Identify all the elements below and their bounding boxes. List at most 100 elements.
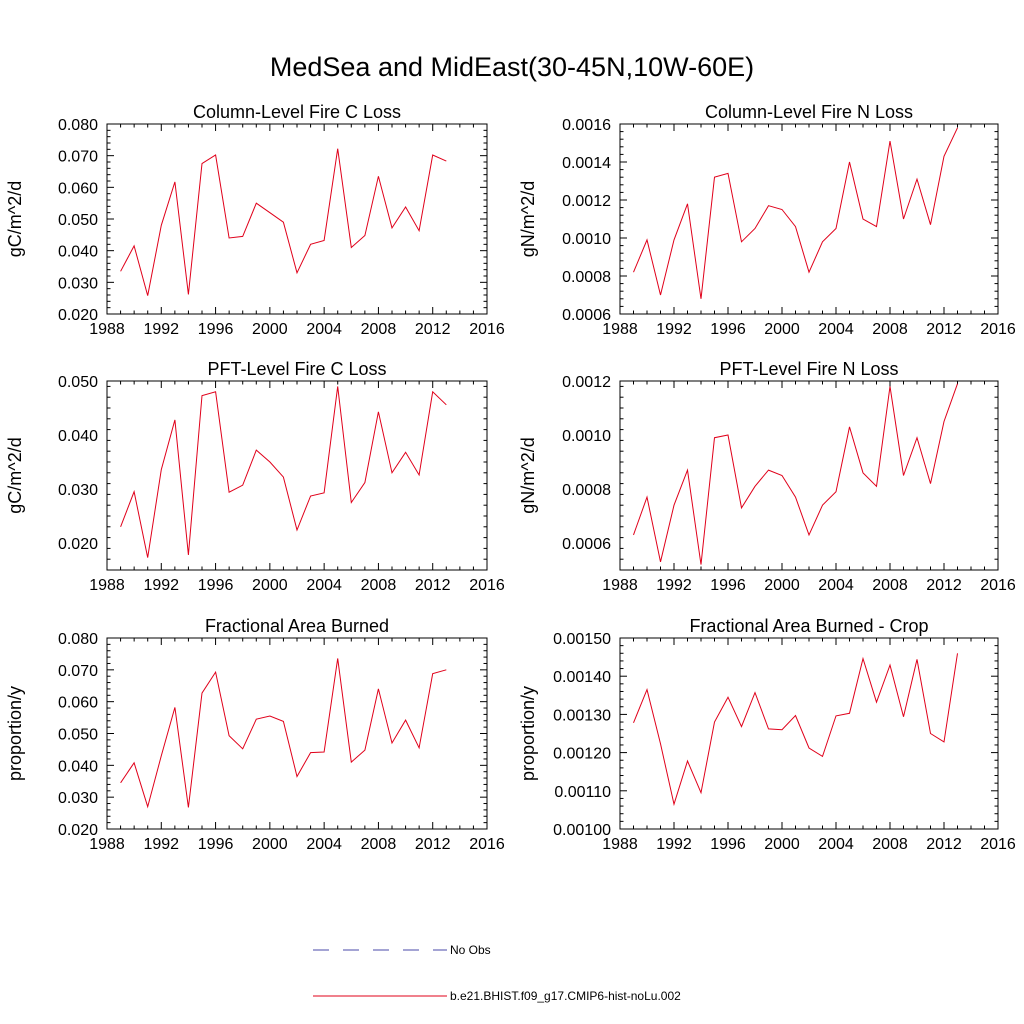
x-tick-label: 2008 (872, 321, 908, 338)
y-tick-label: 0.020 (58, 307, 98, 324)
y-tick-label: 0.070 (58, 663, 98, 680)
series-line (633, 653, 958, 807)
x-tick-label: 1992 (143, 321, 179, 338)
y-tick-label: 0.040 (58, 244, 98, 261)
x-tick-label: 2000 (764, 321, 800, 338)
x-tick-label: 2016 (469, 577, 505, 594)
x-tick-label: 2000 (252, 321, 288, 338)
y-tick-label: 0.0012 (562, 374, 611, 391)
x-tick-label: 2004 (306, 321, 342, 338)
y-tick-label: 0.030 (58, 790, 98, 807)
y-tick-label: 0.0010 (562, 231, 611, 248)
x-tick-label: 2012 (926, 321, 962, 338)
panel-4: 1988 1992 1996 2000 2004 2008 2012 2016 0.0006 0.… (518, 359, 1016, 594)
plot-frame (619, 123, 999, 315)
plot-frame (619, 637, 999, 830)
x-tick-label: 1992 (143, 577, 179, 594)
y-axis-label: gC/m^2/d (5, 437, 25, 513)
y-tick-label: 0.030 (58, 275, 98, 292)
x-tick-label: 1996 (710, 836, 746, 853)
y-tick-label: 0.060 (58, 180, 98, 197)
x-tick-label: 2016 (980, 321, 1016, 338)
plot-frame (106, 123, 488, 315)
x-tick-label: 2004 (818, 321, 854, 338)
y-tick-label: 0.00150 (553, 631, 611, 648)
y-tick-label: 0.0010 (562, 428, 611, 445)
y-tick-label: 0.0006 (562, 307, 611, 324)
x-tick-label: 2000 (764, 577, 800, 594)
panel-1: 1988 1992 1996 2000 2004 2008 2012 2016 0.020 0.0… (5, 102, 505, 338)
y-axis-label: proportion/y (518, 686, 538, 781)
x-tick-label: 2016 (469, 836, 505, 853)
panel-title: Fractional Area Burned (205, 616, 389, 636)
y-tick-label: 0.040 (58, 428, 98, 445)
y-tick-label: 0.00100 (553, 822, 611, 839)
y-tick-label: 0.0008 (562, 269, 611, 286)
y-tick-label: 0.060 (58, 695, 98, 712)
y-tick-label: 0.00120 (553, 746, 611, 763)
y-axis-label: proportion/y (5, 686, 25, 781)
x-tick-label: 1988 (89, 321, 125, 338)
series-line (633, 127, 958, 299)
x-tick-label: 1996 (710, 577, 746, 594)
y-tick-label: 0.050 (58, 374, 98, 391)
y-tick-label: 0.0014 (562, 155, 611, 172)
x-tick-label: 2000 (252, 836, 288, 853)
y-tick-label: 0.0012 (562, 193, 611, 210)
x-tick-label: 2004 (818, 577, 854, 594)
y-tick-label: 0.0016 (562, 117, 611, 134)
panel-title: Fractional Area Burned - Crop (689, 616, 928, 636)
x-tick-label: 2008 (361, 836, 397, 853)
y-axis-label: gC/m^2/d (5, 181, 25, 257)
x-tick-label: 2012 (926, 577, 962, 594)
x-tick-label: 2004 (306, 577, 342, 594)
y-tick-label: 0.0008 (562, 482, 611, 499)
x-tick-label: 1988 (602, 321, 638, 338)
x-tick-label: 2008 (361, 577, 397, 594)
y-tick-label: 0.020 (58, 536, 98, 553)
x-tick-label: 1996 (198, 577, 234, 594)
plot-frame (106, 637, 488, 830)
y-tick-label: 0.030 (58, 482, 98, 499)
panel-6: 1988 1992 1996 2000 2004 2008 2012 2016 0.00100 0… (518, 616, 1016, 853)
y-tick-label: 0.070 (58, 149, 98, 166)
y-tick-label: 0.080 (58, 117, 98, 134)
x-tick-label: 1988 (89, 836, 125, 853)
y-tick-label: 0.040 (58, 758, 98, 775)
plot-frame (619, 380, 999, 571)
x-tick-label: 2004 (306, 836, 342, 853)
y-tick-label: 0.00130 (553, 707, 611, 724)
x-tick-label: 1992 (656, 577, 692, 594)
y-axis-label: gN/m^2/d (518, 437, 538, 513)
x-tick-label: 2012 (415, 321, 451, 338)
x-tick-label: 1996 (710, 321, 746, 338)
x-tick-label: 2008 (361, 321, 397, 338)
y-tick-label: 0.050 (58, 212, 98, 229)
x-tick-label: 2016 (469, 321, 505, 338)
series-line (633, 383, 958, 565)
panel-3: 1988 1992 1996 2000 2004 2008 2012 2016 0.020 0.0… (5, 359, 505, 594)
x-tick-label: 2012 (415, 836, 451, 853)
panel-title: PFT-Level Fire C Loss (207, 359, 386, 379)
panel-2: 1988 1992 1996 2000 2004 2008 2012 2016 0.0006 0.… (518, 102, 1016, 338)
series-line (120, 658, 447, 809)
x-tick-label: 1988 (602, 577, 638, 594)
x-tick-label: 1992 (143, 836, 179, 853)
x-tick-label: 1988 (89, 577, 125, 594)
x-tick-label: 2012 (926, 836, 962, 853)
x-tick-label: 2016 (980, 577, 1016, 594)
x-tick-label: 2004 (818, 836, 854, 853)
legend: No Obs b.e21.BHIST.f09_g17.CMIP6-hist-no… (313, 943, 681, 1003)
x-tick-label: 1992 (656, 836, 692, 853)
y-tick-label: 0.020 (58, 822, 98, 839)
panel-title: Column-Level Fire C Loss (193, 102, 401, 122)
legend-label-no-obs: No Obs (450, 943, 491, 957)
y-tick-label: 0.00140 (553, 669, 611, 686)
panel-5: 1988 1992 1996 2000 2004 2008 2012 2016 0.020 0.0… (5, 616, 505, 853)
panel-title: Column-Level Fire N Loss (705, 102, 913, 122)
y-tick-label: 0.00110 (554, 784, 611, 801)
x-tick-label: 1992 (656, 321, 692, 338)
x-tick-label: 2012 (415, 577, 451, 594)
x-tick-label: 2016 (980, 836, 1016, 853)
